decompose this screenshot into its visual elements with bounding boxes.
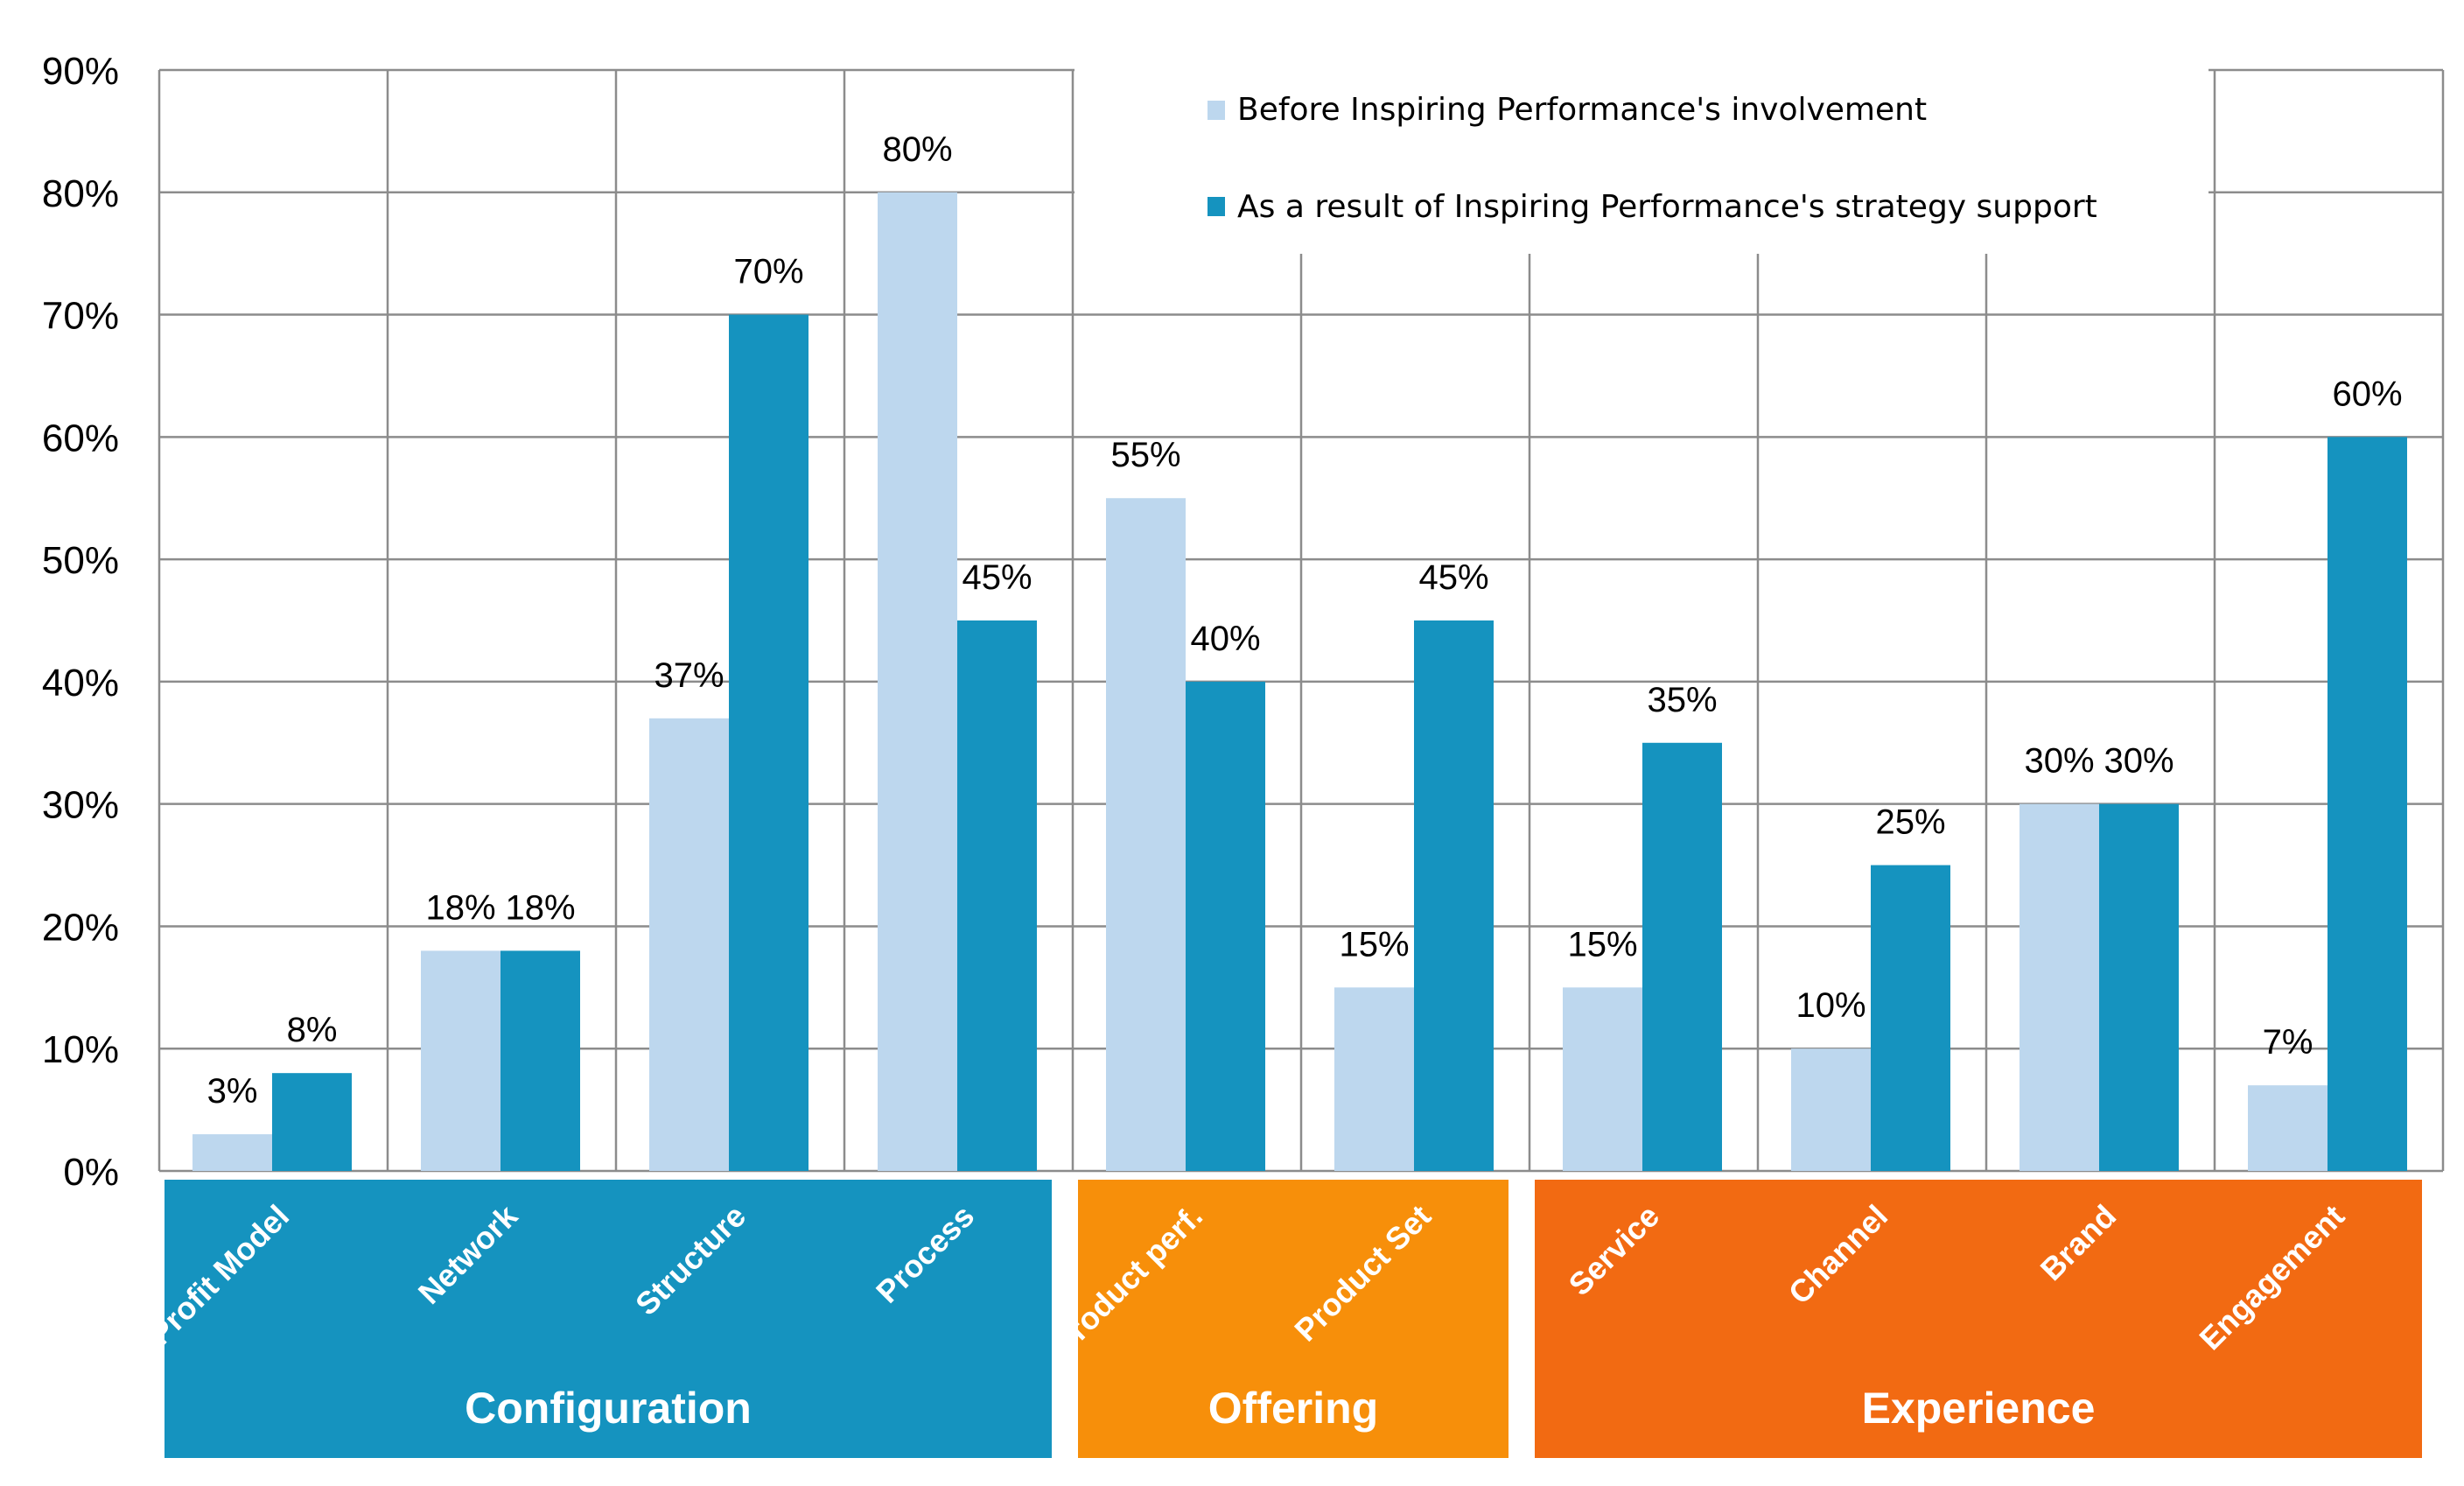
bar-before: [2248, 1085, 2328, 1171]
bar-before: [1106, 498, 1186, 1171]
data-label: 37%: [654, 656, 724, 695]
legend-label-before: Before Inspiring Performance's involveme…: [1237, 92, 1927, 128]
bar-after: [272, 1073, 352, 1171]
gridlines: [158, 68, 2445, 1173]
data-label: 55%: [1110, 436, 1180, 474]
group-label: Experience: [1862, 1384, 2096, 1433]
data-label: 10%: [1796, 986, 1866, 1025]
data-label: 30%: [2024, 742, 2094, 781]
bar-before: [1334, 987, 1414, 1171]
bar-after: [957, 620, 1037, 1171]
group-label: Offering: [1208, 1384, 1378, 1433]
legend-label-after: As a result of Inspiring Performance's s…: [1237, 189, 2097, 225]
bar-before: [2020, 803, 2099, 1171]
data-labels: 3% 8% 18% 18% 37% 70% 80% 45% 55% 40% 15% 45% 15% 35%…: [207, 130, 2403, 1111]
bar-after: [2328, 437, 2407, 1171]
bar-after: [729, 314, 808, 1171]
y-axis-ticks: 0% 10% 20% 30% 40% 50% 60% 70% 80% 90%: [42, 50, 119, 1194]
y-tick-label: 0%: [63, 1151, 119, 1194]
y-tick-label: 30%: [42, 784, 119, 827]
y-tick-label: 60%: [42, 417, 119, 459]
data-label: 45%: [1418, 558, 1488, 597]
bar-before: [1563, 987, 1642, 1171]
bar-before: [878, 192, 957, 1171]
data-label: 30%: [2104, 742, 2174, 781]
data-label: 70%: [733, 253, 803, 291]
group-band: [1078, 1180, 1508, 1458]
data-label: 60%: [2332, 375, 2402, 413]
data-label: 35%: [1647, 681, 1717, 719]
data-label: 80%: [882, 130, 952, 169]
data-label: 40%: [1190, 620, 1260, 658]
bars: [192, 192, 2407, 1171]
group-band: [1535, 1180, 2422, 1458]
data-label: 7%: [2263, 1023, 2314, 1062]
data-label: 45%: [962, 558, 1032, 597]
y-tick-label: 70%: [42, 295, 119, 338]
legend: Before Inspiring Performance's involveme…: [1074, 49, 2208, 254]
bar-before: [1791, 1048, 1871, 1171]
data-label: 18%: [505, 888, 575, 927]
bar-after: [1871, 865, 1950, 1171]
y-tick-label: 80%: [42, 172, 119, 215]
y-tick-label: 20%: [42, 906, 119, 949]
y-tick-label: 40%: [42, 662, 119, 704]
bar-after: [1642, 742, 1722, 1171]
legend-swatch-before: [1208, 101, 1225, 120]
bar-after: [2099, 803, 2179, 1171]
bar-after: [500, 950, 580, 1171]
data-label: 25%: [1875, 803, 1945, 842]
data-label: 3%: [207, 1072, 258, 1111]
bar-before: [192, 1134, 272, 1171]
group-label: Configuration: [465, 1384, 752, 1433]
data-label: 15%: [1567, 925, 1637, 964]
bar-before: [649, 718, 729, 1171]
y-tick-label: 50%: [42, 539, 119, 582]
legend-swatch-after: [1208, 197, 1225, 216]
y-tick-label: 90%: [42, 50, 119, 93]
bar-after: [1186, 681, 1265, 1171]
y-tick-label: 10%: [42, 1028, 119, 1071]
data-label: 15%: [1339, 925, 1409, 964]
data-label: 8%: [287, 1011, 338, 1049]
bar-after: [1414, 620, 1494, 1171]
group-band: [164, 1180, 1052, 1458]
data-label: 18%: [425, 888, 495, 927]
bar-before: [421, 950, 500, 1171]
